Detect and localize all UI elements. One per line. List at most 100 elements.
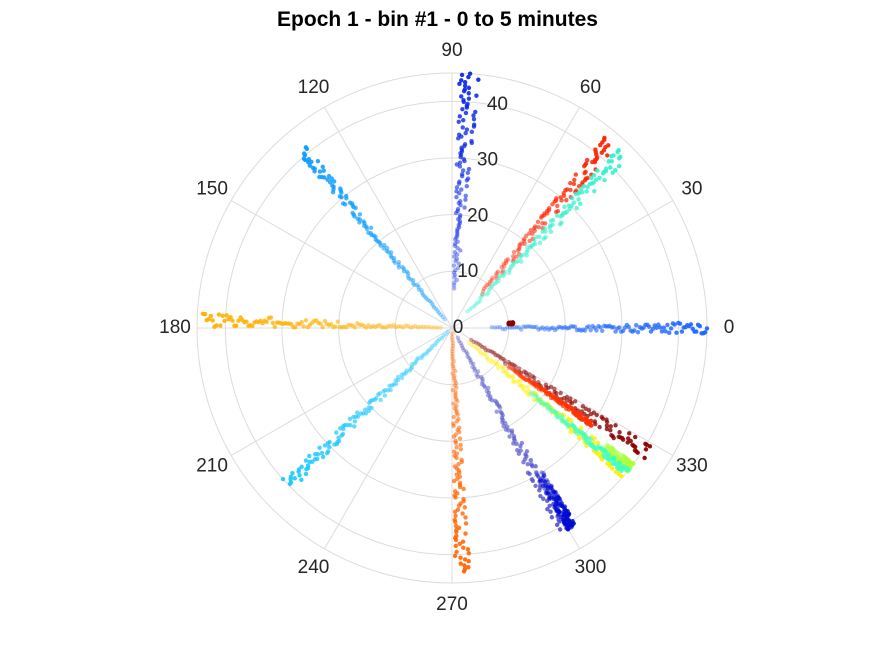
data-point [463,515,468,520]
data-point [584,157,590,163]
data-point [514,324,519,330]
data-point [459,78,464,83]
data-point [471,116,477,122]
data-point [469,337,474,343]
data-point [583,169,588,174]
data-point [297,473,302,478]
data-point [533,392,538,398]
data-point [350,210,355,216]
data-point [463,197,468,202]
data-point [465,351,470,356]
data-point [466,551,472,556]
angular-tick-label: 120 [298,77,330,98]
data-point [451,366,456,371]
data-point [502,269,508,274]
data-point [452,378,458,383]
data-point [200,311,206,316]
data-point [469,305,475,310]
data-point [459,94,464,99]
data-point [455,206,461,212]
data-point [320,324,325,330]
data-point [542,480,547,485]
data-point [461,117,466,123]
data-point [527,372,532,377]
data-point [454,194,459,200]
data-point [668,326,674,331]
data-point [591,172,597,178]
data-point [452,241,458,246]
data-point [454,385,459,390]
data-point [519,259,524,264]
data-point [488,348,493,354]
data-point [368,225,374,231]
series-7 [280,329,450,487]
data-point [509,365,515,371]
data-point [480,376,485,382]
data-point [307,163,312,168]
data-point [396,259,401,265]
data-point [603,166,609,171]
data-point [451,286,457,291]
data-point [220,313,225,319]
data-point [435,338,440,344]
data-point [301,156,307,161]
data-point [472,368,477,373]
data-point [521,252,526,258]
data-point [463,531,468,536]
data-point [522,236,527,242]
data-point [453,390,458,395]
data-point [322,443,328,448]
data-point [543,221,548,226]
data-point [458,199,463,204]
data-point [450,340,456,346]
data-point [549,515,555,520]
data-point [584,443,589,449]
data-point [438,325,443,330]
data-point [557,519,562,524]
data-point [508,365,513,370]
radial-tick-label: 0 [453,317,464,338]
data-point [462,505,468,510]
data-point [433,340,439,346]
radial-tick-label: 10 [457,261,478,282]
data-point [514,254,519,259]
data-point [303,458,309,463]
data-point [509,325,515,330]
data-point [568,396,573,401]
data-point [482,351,488,357]
data-point [545,403,550,408]
data-point [408,325,413,330]
data-point [521,384,526,389]
data-point [461,97,466,103]
data-point [538,401,544,406]
angular-gridline [324,106,453,329]
data-point [337,324,342,330]
data-point [266,315,272,321]
data-point [609,159,614,164]
data-point [465,309,470,314]
data-point [616,148,621,153]
data-point [531,397,537,403]
data-point [594,412,599,418]
data-point [355,216,360,221]
data-point [457,160,463,165]
data-point [573,172,579,177]
data-point [382,242,387,248]
series-8 [449,331,472,574]
data-point [617,461,622,466]
data-point [572,399,578,404]
data-point [222,318,227,324]
angular-tick-label: 210 [196,456,228,477]
data-point [435,308,440,313]
data-point [226,317,231,322]
data-point [458,447,464,452]
data-point [457,484,463,490]
data-point [506,365,512,371]
data-point [415,282,420,288]
data-point [679,329,685,334]
data-point [517,373,523,378]
data-point [564,394,570,400]
data-point [534,391,539,397]
data-point [319,450,325,456]
